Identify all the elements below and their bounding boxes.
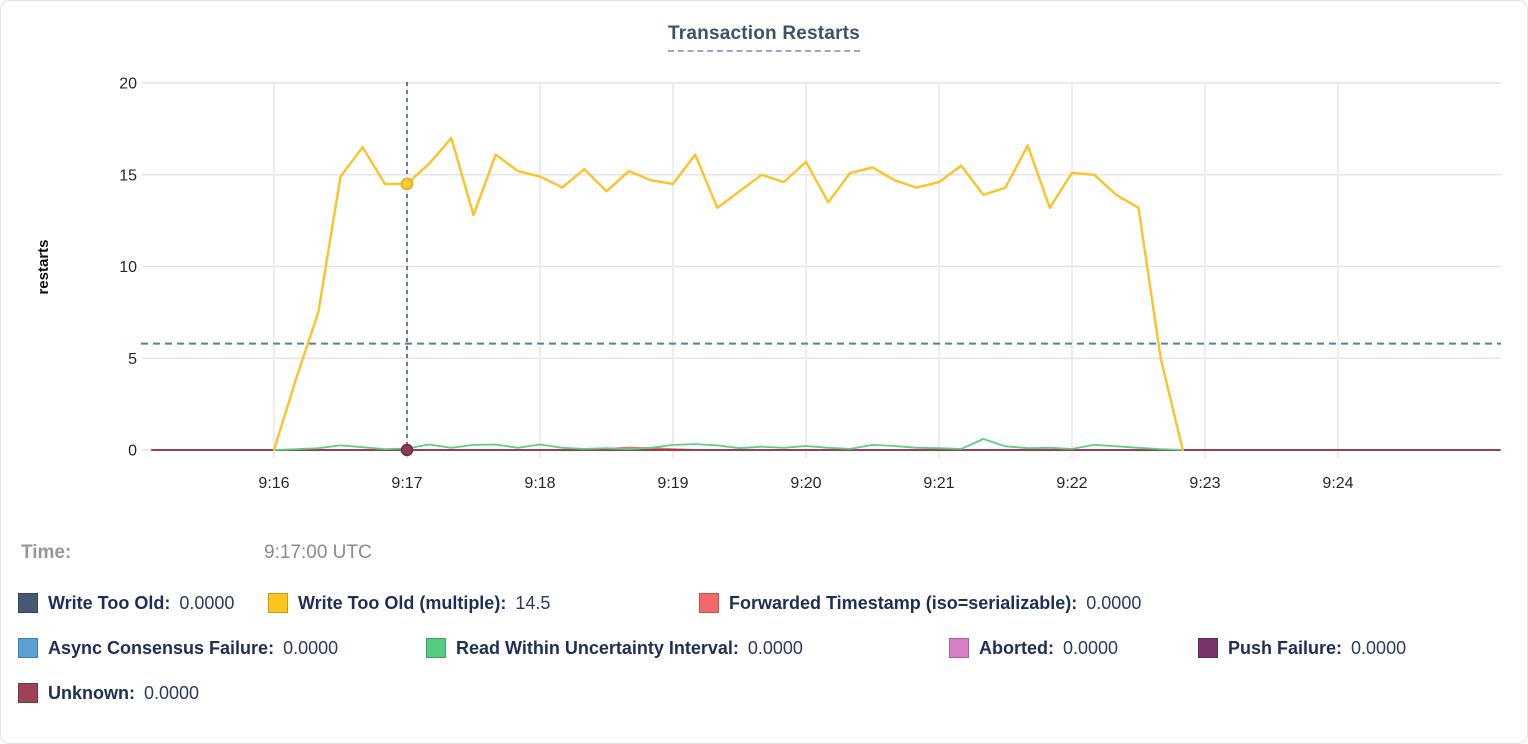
legend-item-read-within-uncertainty-interval[interactable]: Read Within Uncertainty Interval: 0.0000	[426, 636, 803, 660]
x-tick-label: 9:19	[657, 475, 688, 492]
legend-item-aborted[interactable]: Aborted: 0.0000	[949, 636, 1118, 660]
legend-item-push-failure[interactable]: Push Failure: 0.0000	[1198, 636, 1406, 660]
legend-row: Write Too Old: 0.0000 Write Too Old (multi…	[1, 591, 1527, 617]
legend-swatch-aborted	[949, 638, 969, 658]
x-tick-label: 9:18	[524, 475, 555, 492]
x-tick-label: 9:21	[923, 475, 954, 492]
series-line-read-within-uncertainty-interval	[273, 438, 1184, 451]
legend-swatch-write-too-old	[18, 593, 38, 613]
legend-item-write-too-old-multiple[interactable]: Write Too Old (multiple): 14.5	[268, 591, 550, 615]
hover-time-row: Time: 9:17:00 UTC	[21, 542, 372, 564]
legend-label: Push Failure:	[1228, 637, 1343, 658]
legend-value: 0.0000	[1063, 637, 1119, 658]
legend-row: Unknown: 0.0000	[1, 681, 1527, 707]
legend-swatch-async-consensus-failure	[18, 638, 38, 658]
legend-label: Forwarded Timestamp (iso=serializable):	[729, 592, 1078, 613]
hover-time-value: 9:17:00 UTC	[264, 542, 372, 563]
legend-label: Unknown:	[48, 682, 135, 703]
x-tick-label: 9:17	[391, 475, 422, 492]
y-tick-label: 5	[128, 351, 137, 368]
y-tick-label: 20	[119, 76, 137, 93]
legend-item-unknown[interactable]: Unknown: 0.0000	[18, 681, 199, 705]
legend-label: Write Too Old (multiple):	[298, 592, 507, 613]
legend-swatch-read-within-uncertainty-interval	[426, 638, 446, 658]
legend-label: Async Consensus Failure:	[48, 637, 275, 658]
legend-value: 0.0000	[179, 592, 235, 613]
legend-label: Aborted:	[979, 637, 1054, 658]
hover-dot-write-too-old-multiple-	[400, 177, 414, 191]
legend-label: Read Within Uncertainty Interval:	[456, 637, 739, 658]
legend-swatch-write-too-old-multiple	[268, 593, 288, 613]
x-tick-label: 9:23	[1189, 475, 1220, 492]
chart-title[interactable]: Transaction Restarts	[668, 23, 860, 52]
y-axis-label: restarts	[35, 239, 52, 294]
legend-swatch-unknown	[18, 683, 38, 703]
legend-item-forwarded-timestamp-iso-serializable[interactable]: Forwarded Timestamp (iso=serializable): 0…	[699, 591, 1141, 615]
legend-swatch-forwarded-timestamp-iso-serializable	[699, 593, 719, 613]
transaction-restarts-chart[interactable]: 0 5 10 15 20 9:16 9:17 9:18 9:19 9:20 9:21 9:22 9:23…	[1, 1, 1528, 521]
legend-value: 0.0000	[144, 682, 200, 703]
legend-value: 0.0000	[747, 637, 803, 658]
hover-dot-unknown	[400, 443, 414, 457]
y-tick-label: 15	[119, 167, 137, 184]
x-tick-label: 9:16	[258, 475, 289, 492]
legend-item-async-consensus-failure[interactable]: Async Consensus Failure: 0.0000	[18, 636, 338, 660]
series-line-write-too-old-multiple-	[272, 136, 1185, 452]
legend-swatch-push-failure	[1198, 638, 1218, 658]
legend-value: 0.0000	[283, 637, 339, 658]
chart-title-wrap: Transaction Restarts	[1, 23, 1527, 52]
x-tick-label: 9:22	[1056, 475, 1087, 492]
legend-row: Async Consensus Failure: 0.0000 Read Withi…	[1, 636, 1527, 662]
x-tick-label: 9:24	[1322, 475, 1353, 492]
legend-item-write-too-old[interactable]: Write Too Old: 0.0000	[18, 591, 234, 615]
y-tick-label: 0	[128, 443, 137, 460]
legend-label: Write Too Old:	[48, 592, 171, 613]
legend-value: 0.0000	[1351, 637, 1407, 658]
x-tick-label: 9:20	[790, 475, 821, 492]
y-tick-label: 10	[119, 259, 137, 276]
legend-value: 14.5	[515, 592, 551, 613]
hover-time-label: Time:	[21, 542, 72, 563]
legend-value: 0.0000	[1086, 592, 1142, 613]
